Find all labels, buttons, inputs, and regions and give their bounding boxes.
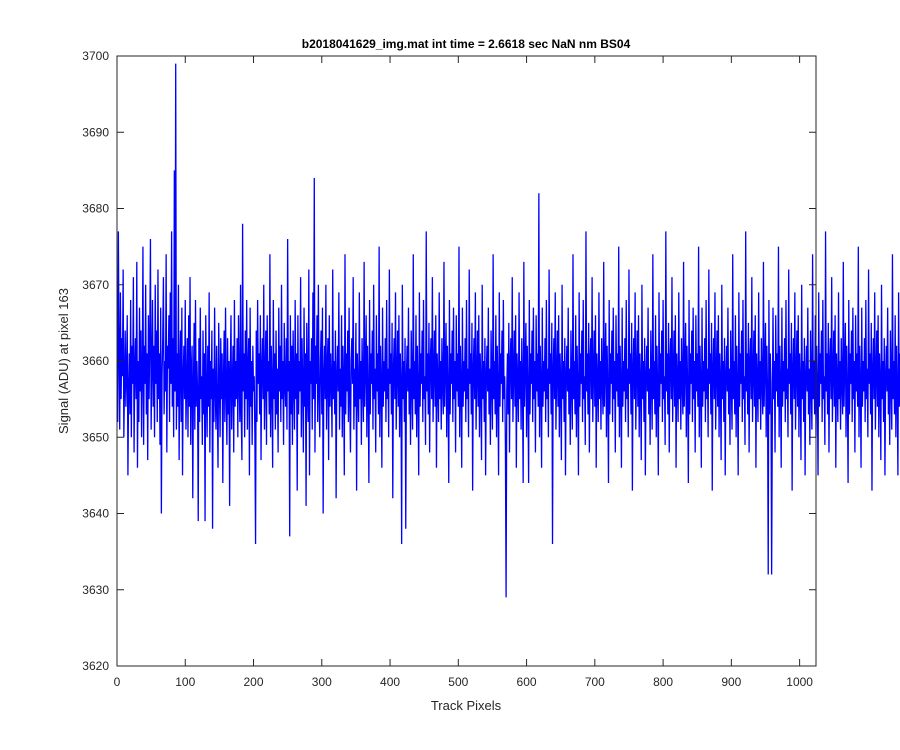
x-tick-label: 100 <box>175 675 195 689</box>
x-tick-label: 800 <box>653 675 673 689</box>
y-tick-label: 3650 <box>82 430 109 444</box>
x-tick-label: 300 <box>312 675 332 689</box>
x-tick-label: 400 <box>380 675 400 689</box>
y-tick-label: 3620 <box>82 659 109 673</box>
x-tick-label: 900 <box>721 675 741 689</box>
x-tick-label: 0 <box>114 675 121 689</box>
series-line-0 <box>117 63 900 598</box>
y-tick-labels: 3620 3630 3640 3650 3660 3670 3680 3690 3700 <box>82 49 109 673</box>
axes-box <box>116 55 817 667</box>
y-axis-label: Signal (ADU) at pixel 163 <box>56 288 71 434</box>
y-tick-label: 3640 <box>82 507 109 521</box>
y-tick-label: 3680 <box>82 202 109 216</box>
y-tick-label: 3660 <box>82 354 109 368</box>
x-tick-labels: 0 100 200 300 400 500 600 700 800 900 1000 <box>114 675 814 689</box>
x-tick-label: 500 <box>448 675 468 689</box>
x-tick-label: 1000 <box>786 675 813 689</box>
x-tick-label: 600 <box>517 675 537 689</box>
y-tick-label: 3700 <box>82 49 109 63</box>
y-tick-label: 3670 <box>82 278 109 292</box>
y-tick-label: 3630 <box>82 583 109 597</box>
x-axis-label: Track Pixels <box>431 698 502 713</box>
chart-title: b2018041629_img.mat int time = 2.6618 se… <box>302 37 631 51</box>
x-tick-label: 700 <box>585 675 605 689</box>
series-layer <box>117 63 900 598</box>
y-tick-label: 3690 <box>82 125 109 139</box>
x-tick-label: 200 <box>244 675 264 689</box>
